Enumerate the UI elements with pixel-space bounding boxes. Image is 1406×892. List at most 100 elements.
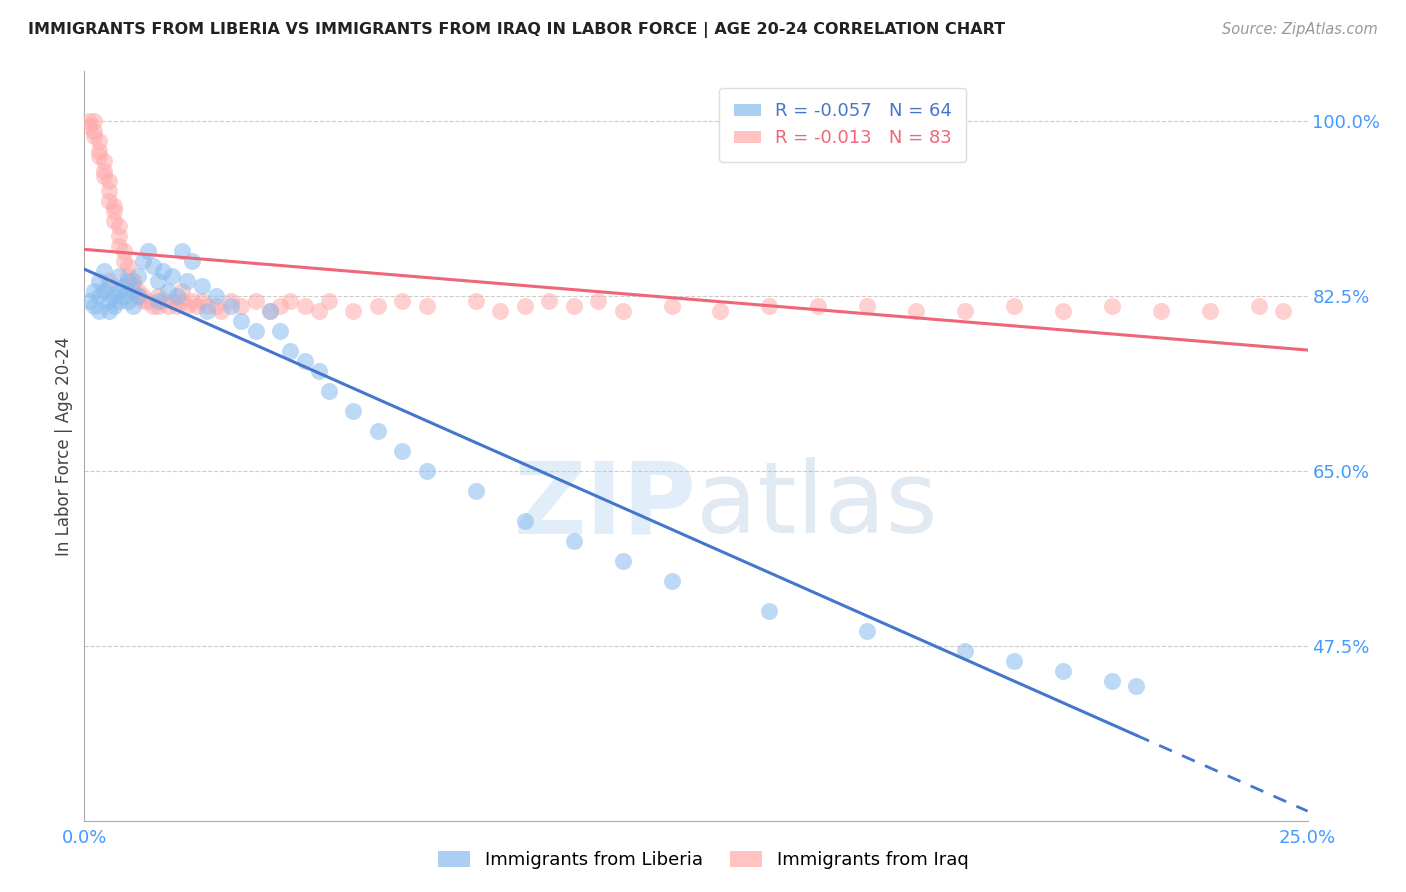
Point xyxy=(166,299,188,313)
Point xyxy=(612,554,634,568)
Point xyxy=(1247,299,1270,313)
Point xyxy=(342,304,364,318)
Point xyxy=(1002,299,1025,313)
Point xyxy=(136,244,159,259)
Point xyxy=(259,304,281,318)
Point xyxy=(513,514,536,528)
Point xyxy=(87,149,110,163)
Point xyxy=(181,294,204,309)
Point xyxy=(758,299,780,313)
Legend: Immigrants from Liberia, Immigrants from Iraq: Immigrants from Liberia, Immigrants from… xyxy=(429,842,977,879)
Point xyxy=(83,124,105,138)
Point xyxy=(107,294,129,309)
Point xyxy=(132,294,155,309)
Point xyxy=(367,299,389,313)
Point xyxy=(107,229,129,244)
Point xyxy=(87,289,110,303)
Point xyxy=(229,314,252,328)
Point xyxy=(294,299,316,313)
Point xyxy=(176,299,198,313)
Point xyxy=(172,284,194,298)
Point xyxy=(1150,304,1173,318)
Text: ZIP: ZIP xyxy=(513,458,696,555)
Point xyxy=(186,299,208,313)
Point xyxy=(229,299,252,313)
Point xyxy=(308,304,330,318)
Point xyxy=(77,120,100,134)
Point xyxy=(83,284,105,298)
Point xyxy=(245,324,267,338)
Point xyxy=(127,289,149,303)
Point xyxy=(205,289,228,303)
Point xyxy=(205,299,228,313)
Point xyxy=(87,145,110,159)
Point xyxy=(146,289,169,303)
Point xyxy=(97,194,120,209)
Point xyxy=(136,294,159,309)
Point xyxy=(112,254,135,268)
Point xyxy=(308,364,330,378)
Point xyxy=(219,294,242,309)
Point xyxy=(117,259,139,273)
Point xyxy=(269,324,291,338)
Point xyxy=(103,299,125,313)
Point xyxy=(97,279,120,293)
Point xyxy=(117,274,139,288)
Point xyxy=(87,134,110,148)
Point xyxy=(661,574,683,588)
Point xyxy=(146,294,169,309)
Point xyxy=(83,114,105,128)
Point xyxy=(259,304,281,318)
Point xyxy=(905,304,928,318)
Point xyxy=(807,299,830,313)
Point xyxy=(77,114,100,128)
Point xyxy=(1198,304,1220,318)
Point xyxy=(122,284,145,298)
Point xyxy=(1125,679,1147,693)
Point xyxy=(191,279,214,293)
Point xyxy=(953,644,976,658)
Point xyxy=(318,294,340,309)
Point xyxy=(172,244,194,259)
Y-axis label: In Labor Force | Age 20-24: In Labor Force | Age 20-24 xyxy=(55,336,73,556)
Point xyxy=(162,294,184,309)
Point xyxy=(1101,299,1123,313)
Point xyxy=(489,304,512,318)
Point xyxy=(953,304,976,318)
Point xyxy=(87,304,110,318)
Point xyxy=(269,299,291,313)
Point xyxy=(112,289,135,303)
Point xyxy=(391,444,413,458)
Point xyxy=(538,294,561,309)
Point xyxy=(103,214,125,228)
Point xyxy=(513,299,536,313)
Point xyxy=(97,174,120,188)
Point xyxy=(127,289,149,303)
Point xyxy=(856,624,879,638)
Point xyxy=(219,299,242,313)
Point xyxy=(103,204,125,219)
Point xyxy=(132,289,155,303)
Point xyxy=(152,264,174,278)
Point xyxy=(181,254,204,268)
Point xyxy=(107,269,129,284)
Point xyxy=(127,269,149,284)
Point xyxy=(97,184,120,198)
Point xyxy=(278,294,301,309)
Point xyxy=(122,274,145,288)
Point xyxy=(416,299,439,313)
Point xyxy=(152,294,174,309)
Point xyxy=(93,169,115,184)
Point xyxy=(112,244,135,259)
Point xyxy=(156,284,179,298)
Point xyxy=(156,299,179,313)
Point xyxy=(586,294,609,309)
Point xyxy=(103,199,125,213)
Point xyxy=(612,304,634,318)
Point xyxy=(562,299,585,313)
Point xyxy=(93,284,115,298)
Point xyxy=(103,289,125,303)
Point xyxy=(107,284,129,298)
Point xyxy=(391,294,413,309)
Point xyxy=(758,604,780,618)
